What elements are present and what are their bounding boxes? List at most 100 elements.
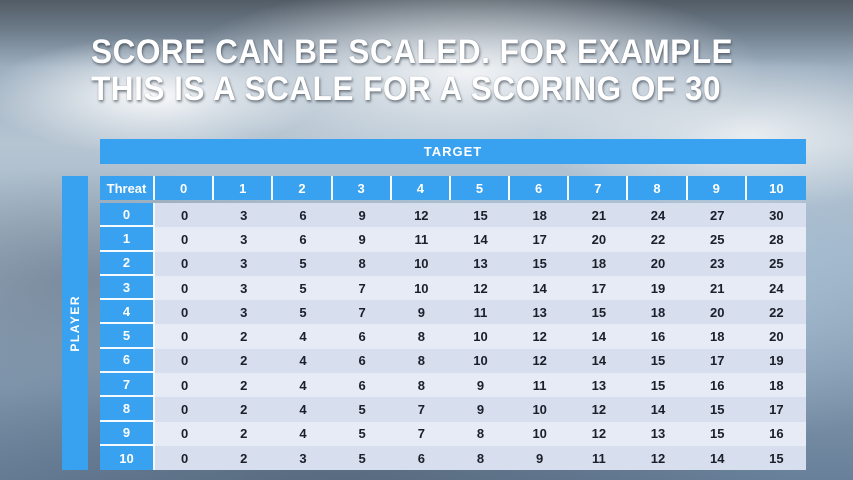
title-line-1: SCORE CAN BE SCALED. FOR EXAMPLE: [91, 33, 734, 71]
column-header: 9: [687, 176, 747, 200]
score-cell: 9: [510, 445, 570, 471]
row-header: 9: [100, 421, 155, 446]
score-cell: 20: [628, 251, 688, 276]
score-cell: 22: [746, 300, 806, 325]
score-cell: 8: [332, 251, 392, 276]
score-cell: 7: [332, 300, 392, 325]
score-cell: 15: [569, 300, 629, 325]
player-label: PLAYER: [68, 294, 82, 352]
score-cell: 8: [450, 445, 511, 471]
score-cell: 21: [687, 275, 747, 301]
row-header: 1: [100, 227, 155, 252]
target-header: TARGET: [100, 139, 806, 164]
target-label: TARGET: [423, 144, 483, 159]
score-cell: 14: [569, 324, 629, 349]
score-cell: 15: [450, 203, 511, 228]
score-cell: 3: [214, 300, 274, 325]
score-cell: 0: [155, 373, 215, 398]
column-header: 5: [450, 176, 511, 200]
score-cell: 15: [510, 251, 570, 276]
score-cell: 28: [746, 227, 806, 252]
score-cell: 12: [510, 348, 570, 374]
score-cell: 6: [273, 203, 333, 228]
score-cell: 9: [450, 397, 511, 422]
score-cell: 2: [214, 373, 274, 398]
column-header: 3: [332, 176, 392, 200]
row-header: 8: [100, 397, 155, 422]
score-cell: 27: [687, 203, 747, 228]
score-cell: 14: [510, 275, 570, 301]
column-header-row: Threat 0 1 2 3 4 5 6 7 8 9 10: [100, 176, 806, 200]
score-cell: 10: [391, 275, 451, 301]
score-cell: 15: [628, 373, 688, 398]
score-cell: 16: [687, 373, 747, 398]
score-cell: 0: [155, 275, 215, 301]
score-cell: 14: [687, 445, 747, 471]
row-header: 10: [100, 445, 155, 471]
score-cell: 14: [628, 397, 688, 422]
score-cell: 15: [628, 348, 688, 374]
score-cell: 4: [273, 348, 333, 374]
score-cell: 25: [687, 227, 747, 252]
score-cell: 6: [391, 445, 451, 471]
score-cell: 4: [273, 373, 333, 398]
score-cell: 22: [628, 227, 688, 252]
score-table-body: 0 0 3 6 9 12 15 18 21 24 27 30 1 0 3 6 9 11 14 17 20 22 25 28 2 0…: [100, 203, 806, 471]
score-cell: 3: [273, 445, 333, 471]
column-header: 10: [746, 176, 806, 200]
score-cell: 3: [214, 203, 274, 228]
score-cell: 15: [687, 397, 747, 422]
score-cell: 5: [332, 445, 392, 471]
score-cell: 12: [391, 203, 451, 228]
score-cell: 0: [155, 227, 215, 252]
score-cell: 19: [746, 348, 806, 374]
score-cell: 20: [746, 324, 806, 349]
score-cell: 9: [332, 227, 392, 252]
score-cell: 13: [569, 373, 629, 398]
score-cell: 7: [391, 421, 451, 446]
slide-title: SCORE CAN BE SCALED. FOR EXAMPLE THIS IS…: [91, 34, 733, 108]
score-cell: 4: [273, 421, 333, 446]
score-cell: 21: [569, 203, 629, 228]
score-cell: 2: [214, 445, 274, 471]
score-cell: 0: [155, 300, 215, 325]
row-header: 3: [100, 275, 155, 301]
column-header: 7: [569, 176, 629, 200]
row-header: 5: [100, 324, 155, 349]
row-header: 7: [100, 373, 155, 398]
score-cell: 9: [450, 373, 511, 398]
score-cell: 5: [332, 397, 392, 422]
score-cell: 3: [214, 275, 274, 301]
score-cell: 10: [450, 348, 511, 374]
corner-label: Threat: [100, 176, 155, 200]
score-cell: 16: [628, 324, 688, 349]
score-cell: 8: [391, 348, 451, 374]
row-header: 2: [100, 251, 155, 276]
score-cell: 5: [273, 251, 333, 276]
score-cell: 16: [746, 421, 806, 446]
score-cell: 0: [155, 445, 215, 471]
score-cell: 2: [214, 324, 274, 349]
score-cell: 2: [214, 397, 274, 422]
score-cell: 12: [450, 275, 511, 301]
score-cell: 6: [273, 227, 333, 252]
score-cell: 19: [628, 275, 688, 301]
score-cell: 7: [391, 397, 451, 422]
score-cell: 7: [332, 275, 392, 301]
score-cell: 10: [391, 251, 451, 276]
score-cell: 11: [450, 300, 511, 325]
score-cell: 10: [510, 421, 570, 446]
score-cell: 0: [155, 421, 215, 446]
score-cell: 6: [332, 373, 392, 398]
score-cell: 9: [332, 203, 392, 228]
score-cell: 18: [569, 251, 629, 276]
row-header: 4: [100, 300, 155, 325]
player-header: PLAYER: [62, 176, 88, 470]
title-line-2: THIS IS A SCALE FOR A SCORING OF 30: [91, 70, 722, 108]
score-cell: 14: [450, 227, 511, 252]
score-cell: 17: [510, 227, 570, 252]
column-header: 4: [391, 176, 451, 200]
score-cell: 2: [214, 421, 274, 446]
score-cell: 6: [332, 324, 392, 349]
